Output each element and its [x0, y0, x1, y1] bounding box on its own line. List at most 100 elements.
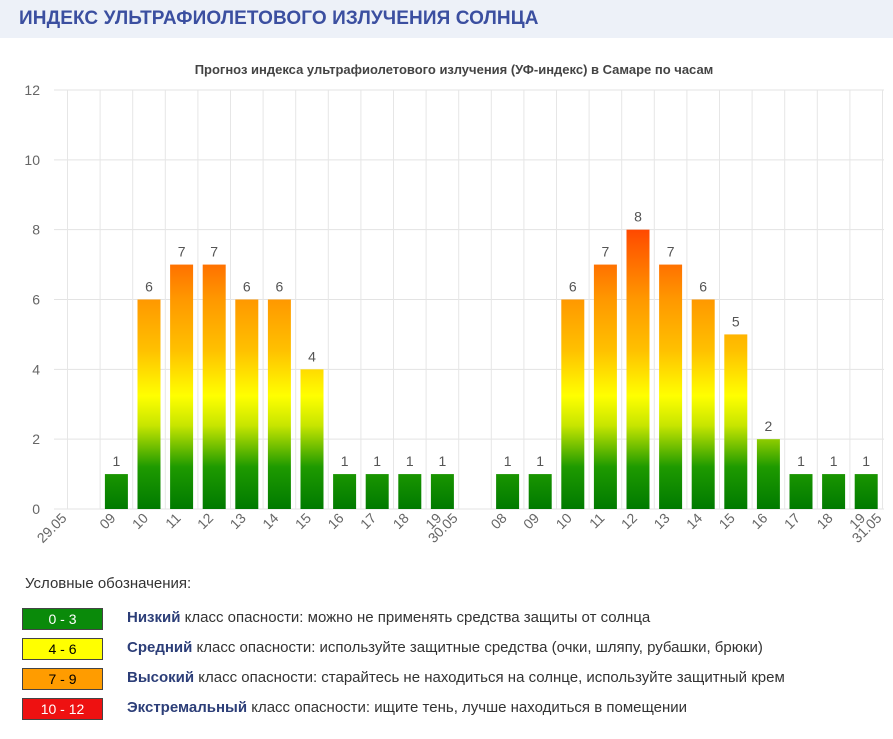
uv-bar[interactable]	[691, 299, 715, 510]
bar-value-label: 6	[243, 279, 251, 295]
x-tick-label: 13	[650, 510, 672, 532]
bar-value-label: 6	[699, 279, 707, 295]
y-tick-label: 8	[32, 222, 40, 238]
x-tick-label: 16	[748, 510, 770, 532]
x-tick-label: 17	[357, 510, 379, 532]
bar-value-label: 6	[276, 279, 284, 295]
x-tick-label: 09	[520, 510, 542, 532]
legend-heading: Условные обозначения:	[25, 575, 192, 592]
y-tick-label: 12	[24, 82, 40, 98]
bar-value-label: 7	[602, 244, 610, 260]
bar-value-label: 1	[406, 453, 414, 469]
legend-item: 10 - 12 Экстремальный класс опасности: ищ…	[22, 698, 882, 720]
uv-index-chart: Прогноз индекса ультрафиолетового излуче…	[24, 62, 885, 546]
y-tick-label: 4	[32, 361, 40, 377]
uv-bar[interactable]	[724, 334, 748, 509]
legend-description: Экстремальный класс опасности: ищите тен…	[127, 699, 687, 716]
page-header: ИНДЕКС УЛЬТРАФИОЛЕТОВОГО ИЗЛУЧЕНИЯ СОЛНЦ…	[0, 0, 893, 38]
x-tick-label: 09	[96, 510, 118, 532]
legend-level-text: класс опасности: можно не применять сред…	[180, 609, 651, 626]
legend-level-text: класс опасности: используйте защитные ср…	[192, 639, 763, 656]
y-axis: 0 2 4 6 8 10 12	[24, 82, 40, 517]
uv-bar[interactable]	[300, 369, 324, 509]
x-tick-label: 08	[487, 510, 509, 532]
bar-value-label: 6	[569, 279, 577, 295]
legend-swatch: 0 - 3	[22, 608, 103, 630]
uv-bar[interactable]	[267, 299, 291, 510]
uv-bar[interactable]	[756, 439, 780, 509]
uv-bar[interactable]	[626, 229, 650, 509]
bar-value-label: 1	[862, 453, 870, 469]
y-tick-label: 0	[32, 501, 40, 517]
legend-level-name: Экстремальный	[127, 699, 248, 716]
x-tick-label: 17	[781, 510, 803, 532]
bar-value-label: 2	[765, 418, 773, 434]
x-tick-label: 12	[194, 510, 216, 532]
x-tick-label: 18	[390, 510, 412, 532]
x-tick-label: 15	[292, 510, 314, 532]
legend-level-text: класс опасности: ищите тень, лучше наход…	[247, 699, 688, 716]
x-tick-label: 12	[618, 510, 640, 532]
chart-bars	[104, 229, 878, 510]
uv-bar[interactable]	[528, 474, 552, 509]
legend-description: Средний класс опасности: используйте защ…	[127, 639, 763, 656]
legend-level-name: Высокий	[127, 669, 195, 686]
uv-bar[interactable]	[235, 299, 259, 510]
page-title: ИНДЕКС УЛЬТРАФИОЛЕТОВОГО ИЗЛУЧЕНИЯ СОЛНЦ…	[19, 8, 539, 29]
bar-value-label: 6	[145, 279, 153, 295]
x-tick-label: 14	[259, 510, 281, 532]
uv-bar[interactable]	[561, 299, 585, 510]
legend-item: 4 - 6 Средний класс опасности: используйт…	[22, 638, 882, 660]
x-tick-label: 18	[813, 510, 835, 532]
uv-bar[interactable]	[137, 299, 161, 510]
uv-bar[interactable]	[822, 474, 846, 509]
legend-item: 7 - 9 Высокий класс опасности: старайтесь…	[22, 668, 882, 690]
uv-bar[interactable]	[104, 474, 128, 509]
y-tick-label: 6	[32, 292, 40, 308]
uv-bar[interactable]	[496, 474, 520, 509]
legend-swatch: 4 - 6	[22, 638, 103, 660]
y-tick-label: 2	[32, 431, 40, 447]
uv-bar[interactable]	[659, 264, 683, 509]
uv-bar[interactable]	[365, 474, 389, 509]
uv-bar[interactable]	[398, 474, 422, 509]
uv-bar[interactable]	[170, 264, 194, 509]
legend-level-text: класс опасности: старайтесь не находитьс…	[194, 669, 785, 686]
x-tick-label: 11	[162, 510, 184, 532]
bar-value-label: 1	[504, 453, 512, 469]
uv-bar[interactable]	[789, 474, 813, 509]
chart-data-labels: 1 6 7 7 6 6 4 1 1 1 1 1 1 6 7 8 7 6 5 2 1 1 1	[113, 209, 871, 469]
legend-swatch: 10 - 12	[22, 698, 103, 720]
bar-value-label: 1	[113, 453, 121, 469]
bar-value-label: 5	[732, 313, 740, 329]
bar-value-label: 1	[536, 453, 544, 469]
x-tick-label: 11	[586, 510, 608, 532]
bar-value-label: 1	[439, 453, 447, 469]
bar-value-label: 4	[308, 348, 316, 364]
uv-bar[interactable]	[430, 474, 454, 509]
bar-value-label: 1	[830, 453, 838, 469]
x-tick-label: 15	[716, 510, 738, 532]
uv-bar[interactable]	[593, 264, 617, 509]
x-tick-label: 13	[227, 510, 249, 532]
x-tick-label: 16	[324, 510, 346, 532]
bar-value-label: 7	[210, 244, 218, 260]
legend-level-name: Средний	[127, 639, 193, 656]
uv-bar[interactable]	[854, 474, 878, 509]
bar-value-label: 7	[667, 244, 675, 260]
y-tick-label: 10	[24, 152, 40, 168]
uv-bar[interactable]	[333, 474, 357, 509]
chart-title: Прогноз индекса ультрафиолетового излуче…	[195, 62, 714, 77]
legend-description: Низкий класс опасности: можно не применя…	[127, 609, 650, 626]
legend-swatch: 7 - 9	[22, 668, 103, 690]
bar-value-label: 1	[341, 453, 349, 469]
legend-level-name: Низкий	[127, 609, 181, 626]
chart-grid	[54, 89, 884, 510]
bar-value-label: 1	[373, 453, 381, 469]
legend-item: 0 - 3 Низкий класс опасности: можно не пр…	[22, 608, 882, 630]
uv-bar[interactable]	[202, 264, 226, 509]
bar-value-label: 7	[178, 244, 186, 260]
x-tick-label: 10	[129, 510, 151, 532]
legend-description: Высокий класс опасности: старайтесь не н…	[127, 669, 785, 686]
